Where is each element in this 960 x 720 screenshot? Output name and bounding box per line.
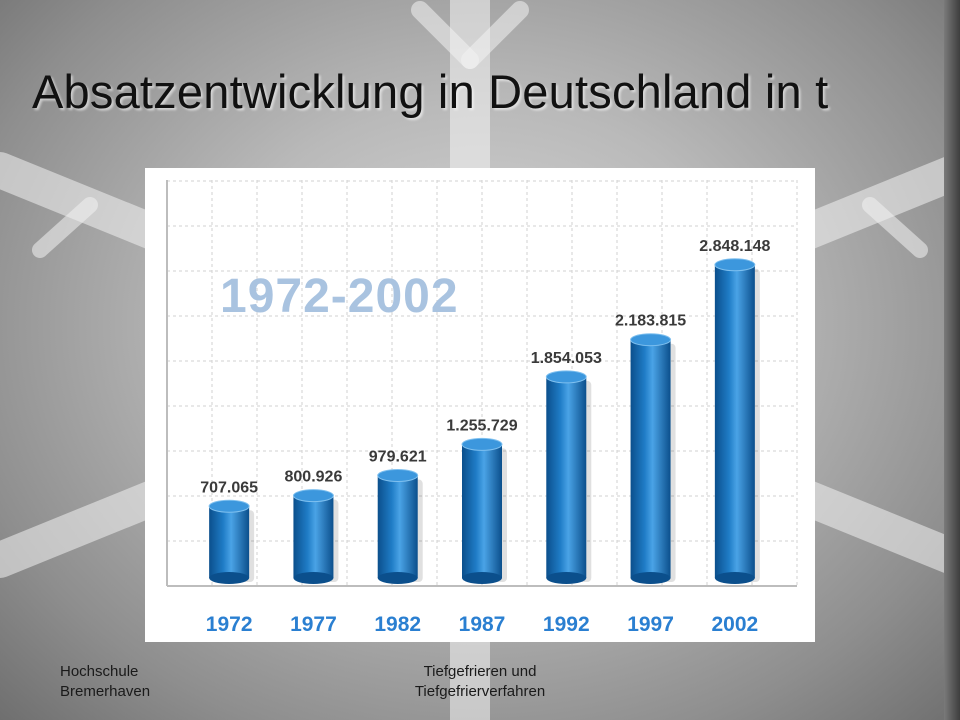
bar-1982 bbox=[377, 475, 418, 578]
bar-top-1997 bbox=[630, 333, 672, 347]
chart-bars bbox=[208, 258, 760, 584]
bar-base-1977 bbox=[293, 572, 334, 584]
x-tick-label-1987: 1987 bbox=[459, 613, 506, 636]
bar-1977 bbox=[293, 495, 334, 578]
bar-1997 bbox=[630, 339, 671, 578]
footer-institution-line-2: Bremerhaven bbox=[60, 683, 151, 700]
bar-base-2002 bbox=[714, 572, 755, 584]
bar-1987 bbox=[462, 444, 502, 578]
chart-value-labels: 707.065 800.926 979.621 1.255.729 1.854.053 2… bbox=[200, 238, 770, 496]
bar-2002 bbox=[714, 264, 755, 578]
bar-base-1982 bbox=[377, 572, 418, 584]
bar-base-1972 bbox=[209, 572, 250, 584]
chart-x-tick-labels: 1972 1977 1982 1987 1992 1997 2002 bbox=[206, 613, 758, 636]
value-label-1997: 2.183.815 bbox=[615, 313, 686, 330]
bar-base-1992 bbox=[546, 572, 587, 584]
value-label-1972: 707.065 bbox=[200, 479, 258, 496]
bar-top-1987 bbox=[461, 437, 503, 451]
value-label-1982: 979.621 bbox=[369, 449, 427, 466]
value-label-1992: 1.854.053 bbox=[531, 350, 602, 367]
x-tick-label-1977: 1977 bbox=[290, 613, 337, 636]
value-label-2002: 2.848.148 bbox=[699, 238, 770, 255]
footer-course: Tiefgefrieren und Tiefgefrierverfahren bbox=[380, 662, 580, 702]
x-tick-label-1992: 1992 bbox=[543, 613, 590, 636]
footer-institution: Hochschule Bremerhaven bbox=[60, 662, 150, 702]
x-tick-label-2002: 2002 bbox=[711, 613, 758, 636]
x-tick-label-1982: 1982 bbox=[374, 613, 421, 636]
bar-1992 bbox=[546, 376, 587, 578]
bar-top-1977 bbox=[292, 489, 334, 503]
bar-top-2002 bbox=[714, 258, 756, 272]
chart-panel: 1972-2002 707.065 800.926 979.621 1.255.729… bbox=[145, 168, 815, 642]
slide-right-edge bbox=[944, 0, 960, 720]
value-label-1987: 1.255.729 bbox=[446, 417, 517, 434]
footer-course-line-2: Tiefgefrierverfahren bbox=[414, 683, 546, 700]
slide-title: Absatzentwicklung in Deutschland in t bbox=[32, 65, 829, 118]
bar-chart: 1972-2002 707.065 800.926 979.621 1.255.729… bbox=[166, 180, 798, 636]
bar-base-1997 bbox=[630, 572, 671, 584]
bar-1972 bbox=[209, 506, 250, 578]
bar-top-1992 bbox=[545, 370, 587, 384]
footer-course-line-1: Tiefgefrieren und bbox=[423, 663, 537, 680]
value-label-1977: 800.926 bbox=[285, 469, 343, 486]
footer-institution-line-1: Hochschule bbox=[60, 663, 139, 680]
chart-title: 1972-2002 bbox=[220, 270, 459, 323]
bar-top-1972 bbox=[208, 499, 250, 513]
bar-base-1987 bbox=[462, 572, 502, 584]
bar-top-1982 bbox=[377, 469, 419, 483]
x-tick-label-1972: 1972 bbox=[206, 613, 253, 636]
x-tick-label-1997: 1997 bbox=[627, 613, 674, 636]
